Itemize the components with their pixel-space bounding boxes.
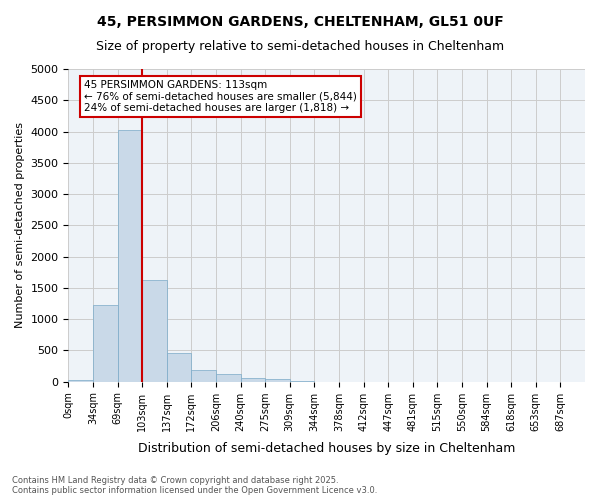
Bar — [241, 378, 265, 382]
Text: Contains HM Land Registry data © Crown copyright and database right 2025.
Contai: Contains HM Land Registry data © Crown c… — [12, 476, 377, 495]
Bar — [216, 374, 241, 382]
Text: Size of property relative to semi-detached houses in Cheltenham: Size of property relative to semi-detach… — [96, 40, 504, 53]
Bar — [191, 370, 216, 382]
Text: 45, PERSIMMON GARDENS, CHELTENHAM, GL51 0UF: 45, PERSIMMON GARDENS, CHELTENHAM, GL51 … — [97, 15, 503, 29]
Bar — [118, 130, 142, 382]
Y-axis label: Number of semi-detached properties: Number of semi-detached properties — [15, 122, 25, 328]
Bar — [265, 380, 290, 382]
Bar — [167, 353, 191, 382]
Text: 45 PERSIMMON GARDENS: 113sqm
← 76% of semi-detached houses are smaller (5,844)
2: 45 PERSIMMON GARDENS: 113sqm ← 76% of se… — [84, 80, 357, 113]
Bar — [142, 280, 167, 382]
Bar — [93, 306, 118, 382]
X-axis label: Distribution of semi-detached houses by size in Cheltenham: Distribution of semi-detached houses by … — [138, 442, 515, 455]
Bar — [68, 380, 93, 382]
